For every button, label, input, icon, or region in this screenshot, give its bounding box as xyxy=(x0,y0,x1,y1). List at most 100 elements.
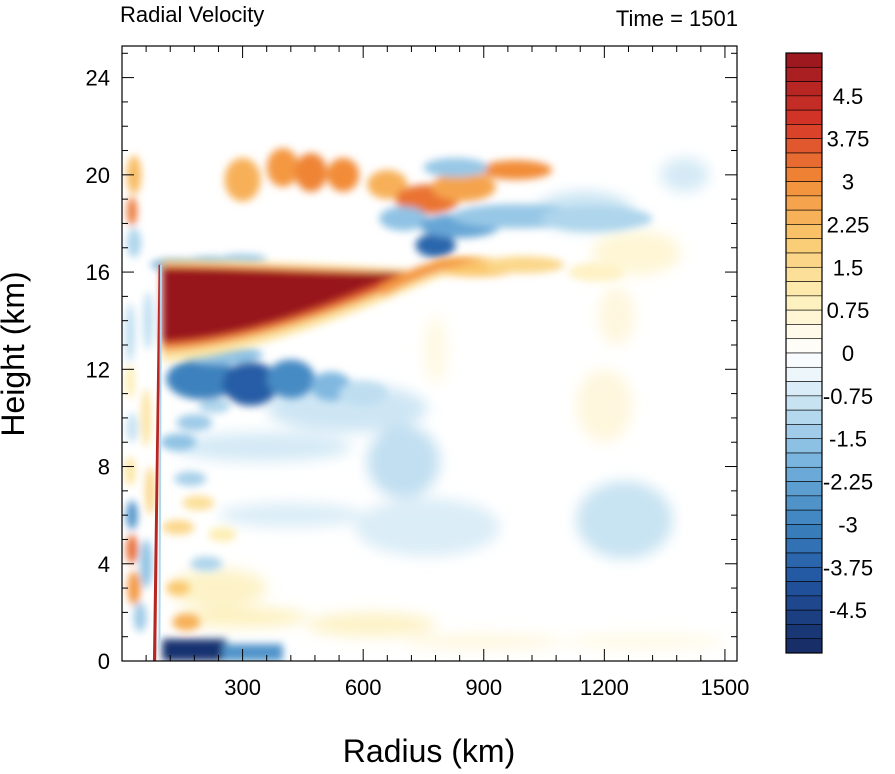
streak-blob-7 xyxy=(166,580,191,596)
inner-blob-6 xyxy=(124,456,136,486)
colorbar-box xyxy=(785,281,823,297)
colorbar-box xyxy=(785,109,823,125)
x-tick-label: 1200 xyxy=(580,675,629,700)
streak-blob-1 xyxy=(176,414,213,432)
colorbar-box xyxy=(785,324,823,340)
streak-blob-6 xyxy=(190,556,223,572)
chart-title-left: Radial Velocity xyxy=(120,2,264,27)
colorbar-label: 0.75 xyxy=(827,298,870,323)
inner-blob-2 xyxy=(126,228,142,258)
inner-blob-1 xyxy=(127,196,137,226)
colorbar-box xyxy=(785,424,823,440)
x-tick-label: 900 xyxy=(465,675,502,700)
colorbar-label: 4.5 xyxy=(833,84,864,109)
colorbar-box xyxy=(785,495,823,511)
colorbar-box xyxy=(785,624,823,640)
colorbar-box xyxy=(785,166,823,182)
inner-blob-12 xyxy=(145,466,155,516)
axis-ticks: 300 600 900 1200 1500 0 4 8 12 16 20 24 xyxy=(86,46,749,700)
colorbar-box xyxy=(785,224,823,240)
weak-blob-10 xyxy=(306,612,436,637)
colorbar-box xyxy=(785,181,823,197)
colorbar-box xyxy=(785,595,823,611)
colorbar-box xyxy=(785,581,823,597)
weak-blob-15 xyxy=(660,157,709,192)
inflow-blob-2 xyxy=(266,359,315,399)
colorbar-box xyxy=(785,552,823,568)
y-tick-label: 12 xyxy=(86,357,110,382)
weak-blob-5 xyxy=(218,502,364,528)
colorbar-box xyxy=(785,81,823,97)
y-tick-label: 8 xyxy=(98,455,110,480)
colorbar-box xyxy=(785,352,823,368)
colorbar-box xyxy=(785,138,823,154)
colorbar-label: 3.75 xyxy=(827,127,870,152)
eyewall-stripe xyxy=(152,264,161,661)
inner-blob-3 xyxy=(125,303,135,363)
weak-blob-11 xyxy=(403,634,565,649)
colorbar-box xyxy=(785,538,823,554)
colorbar-box xyxy=(785,466,823,482)
inner-blob-11 xyxy=(140,539,153,589)
colorbar-label: 0 xyxy=(842,341,854,366)
colorbar-box xyxy=(785,295,823,311)
x-tick-label: 1500 xyxy=(700,675,749,700)
colorbar-box xyxy=(785,195,823,211)
weak-blob-1 xyxy=(367,425,440,499)
colorbar-box xyxy=(785,452,823,468)
colorbar-box xyxy=(785,124,823,140)
streak-blob-8 xyxy=(172,613,201,631)
colorbar-box xyxy=(785,524,823,540)
colorbar-frame xyxy=(785,52,823,654)
y-tick-label: 0 xyxy=(98,649,110,674)
streak-blob-2 xyxy=(198,398,231,414)
upper-blob-6 xyxy=(431,172,496,202)
weak-blob-3 xyxy=(576,481,673,559)
upper-blob-13 xyxy=(423,157,488,178)
jet-layer-3 xyxy=(162,268,404,342)
colorbar-box xyxy=(785,509,823,525)
colorbar-box xyxy=(785,95,823,111)
inner-blob-9 xyxy=(127,571,141,606)
x-tick-label: 600 xyxy=(345,675,382,700)
colorbar-box xyxy=(785,395,823,411)
colorbar-box xyxy=(785,409,823,425)
colorbar-label: 3 xyxy=(842,170,854,195)
y-tick-label: 16 xyxy=(86,260,110,285)
colorbar-box xyxy=(785,152,823,168)
y-tick-label: 4 xyxy=(98,552,110,577)
colorbar-box xyxy=(785,252,823,268)
chart-title-right: Time = 1501 xyxy=(616,6,738,31)
upper-blob-2 xyxy=(294,152,327,192)
upper-blob-15 xyxy=(483,256,565,274)
colorbar-box xyxy=(785,381,823,397)
streak-blob-5 xyxy=(174,471,207,486)
inner-blob-0 xyxy=(126,155,142,195)
colorbar-box xyxy=(785,266,823,282)
weak-blob-6 xyxy=(576,369,633,443)
upper-blob-16 xyxy=(568,262,625,282)
inner-blob-4 xyxy=(125,364,135,399)
weak-blob-9 xyxy=(423,315,448,384)
upper-blob-12 xyxy=(540,206,653,231)
inner-blob-5 xyxy=(126,413,138,443)
field-soft-blobs xyxy=(170,157,725,649)
inflow-blob-1 xyxy=(222,362,279,406)
inner-blob-7 xyxy=(126,500,138,530)
y-tick-label: 24 xyxy=(86,66,110,91)
colorbar-label: -0.75 xyxy=(823,384,873,409)
colorbar-box xyxy=(785,52,823,68)
colorbar-box xyxy=(785,209,823,225)
inner-blob-8 xyxy=(126,534,138,564)
colorbar-box xyxy=(785,438,823,454)
colorbar-box xyxy=(785,338,823,354)
upper-blob-4 xyxy=(367,169,408,200)
outflow-jet xyxy=(162,258,484,363)
weak-blob-2 xyxy=(355,498,500,557)
inner-blob-14 xyxy=(143,291,153,350)
x-axis-label: Radius (km) xyxy=(343,733,515,769)
colorbar: 4.5 3.75 3 2.25 1.5 0.75 0 -0.75 -1.5 -2.25 -3 -3.7… xyxy=(785,52,873,654)
colorbar-box xyxy=(785,609,823,625)
weak-blob-8 xyxy=(592,230,681,275)
